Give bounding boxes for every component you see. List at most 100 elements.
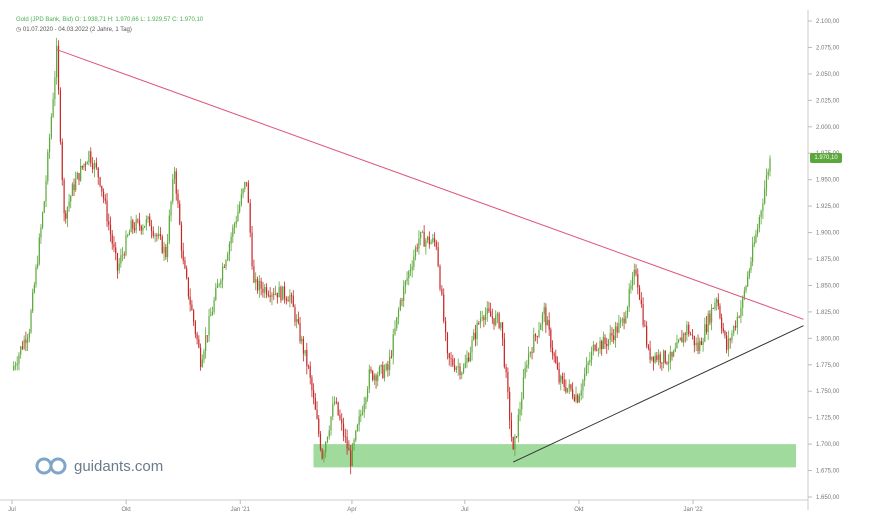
candle-body: [479, 318, 482, 324]
candle-body: [654, 355, 656, 363]
date-range-info: ◷ 01.07.2020 - 04.03.2022 (2 Jahre, 1 Ta…: [16, 26, 132, 33]
candle-body: [587, 362, 589, 366]
candle-body: [128, 232, 130, 236]
candle-body: [509, 391, 511, 421]
candle-body: [666, 362, 668, 364]
candle-body: [551, 347, 554, 354]
candle-body: [109, 224, 112, 235]
y-tick-label: 2.025,00: [816, 98, 840, 104]
candle-body: [565, 386, 567, 392]
candle-body: [166, 241, 169, 258]
candle-body: [430, 241, 432, 245]
clock-icon: ◷: [16, 27, 22, 33]
y-tick-label: 1.800,00: [816, 336, 840, 342]
candle-body: [70, 195, 72, 202]
candle-body: [90, 151, 92, 164]
candle-body: [13, 365, 15, 371]
candle-body: [127, 235, 129, 237]
candle-body: [108, 221, 110, 225]
candle-body: [580, 390, 582, 396]
candle-body: [220, 280, 222, 284]
candle-body: [433, 238, 436, 242]
candle-body: [609, 333, 611, 340]
candle-body: [330, 416, 332, 431]
candle-body: [548, 320, 550, 330]
y-tick-label: 1.950,00: [816, 178, 840, 184]
candle-body: [203, 351, 205, 360]
candle-body: [152, 231, 154, 237]
candle-body: [719, 306, 721, 318]
candle-body: [173, 171, 176, 180]
candle-body: [237, 211, 239, 221]
candle-body: [52, 98, 54, 117]
candle-body: [175, 171, 177, 194]
candle-body: [589, 359, 591, 363]
candle-body: [709, 313, 711, 323]
candle-body: [613, 335, 615, 341]
candle-body: [150, 226, 153, 232]
candle-body: [461, 372, 463, 376]
candle-body: [742, 297, 744, 308]
candle-body: [501, 322, 504, 339]
candle-body: [325, 441, 327, 453]
candle-body: [452, 359, 454, 366]
x-tick-label: Jul: [461, 507, 469, 513]
candle-body: [307, 366, 310, 367]
candle-body: [590, 351, 593, 360]
candle-body: [83, 163, 85, 168]
y-tick-label: 1.850,00: [816, 283, 840, 289]
candle-body: [14, 365, 17, 367]
candle-body: [370, 369, 372, 371]
candle-body: [323, 452, 325, 459]
candle-body: [416, 247, 418, 249]
candle-body: [529, 351, 531, 355]
candle-body: [133, 228, 136, 231]
candle-body: [531, 351, 533, 353]
candle-body: [326, 436, 329, 442]
candle-body: [738, 316, 740, 318]
candle-body: [253, 266, 255, 283]
candle-body: [604, 337, 606, 344]
candle-body: [245, 182, 248, 183]
candle-body: [40, 227, 42, 238]
candle-body: [411, 266, 413, 270]
candle-body: [342, 423, 345, 437]
candle-body: [541, 314, 544, 325]
candle-body: [543, 307, 545, 315]
candle-body: [403, 286, 405, 301]
candle-body: [681, 337, 683, 343]
candle-body: [448, 353, 450, 359]
candle-body: [582, 380, 584, 391]
candle-body: [558, 368, 560, 383]
candle-body: [111, 234, 113, 244]
candle-body: [366, 388, 369, 399]
candle-body: [704, 324, 706, 342]
candle-body: [76, 173, 78, 180]
candle-body: [249, 202, 251, 233]
candle-body: [97, 167, 99, 178]
candle-body: [368, 369, 370, 389]
candle-body: [50, 116, 52, 138]
candle-body: [420, 231, 422, 239]
candle-body: [640, 299, 642, 305]
candle-body: [221, 267, 224, 281]
candle-body: [421, 231, 423, 233]
candle-body: [512, 436, 514, 450]
candle-body: [351, 445, 353, 466]
candle-body: [54, 77, 56, 99]
candle-body: [626, 306, 629, 317]
candle-body: [748, 270, 750, 277]
candle-body: [607, 339, 610, 347]
candle-body: [159, 233, 162, 237]
candle-body: [702, 341, 704, 346]
logo-text: guidants.com: [74, 457, 164, 475]
candle-body: [282, 286, 284, 301]
candle-body: [375, 375, 377, 381]
candle-body: [99, 177, 101, 186]
candle-body: [476, 322, 478, 339]
candle-body: [526, 364, 528, 368]
candle-body: [538, 329, 540, 337]
candle-body: [27, 337, 29, 343]
candle-body: [441, 288, 443, 295]
